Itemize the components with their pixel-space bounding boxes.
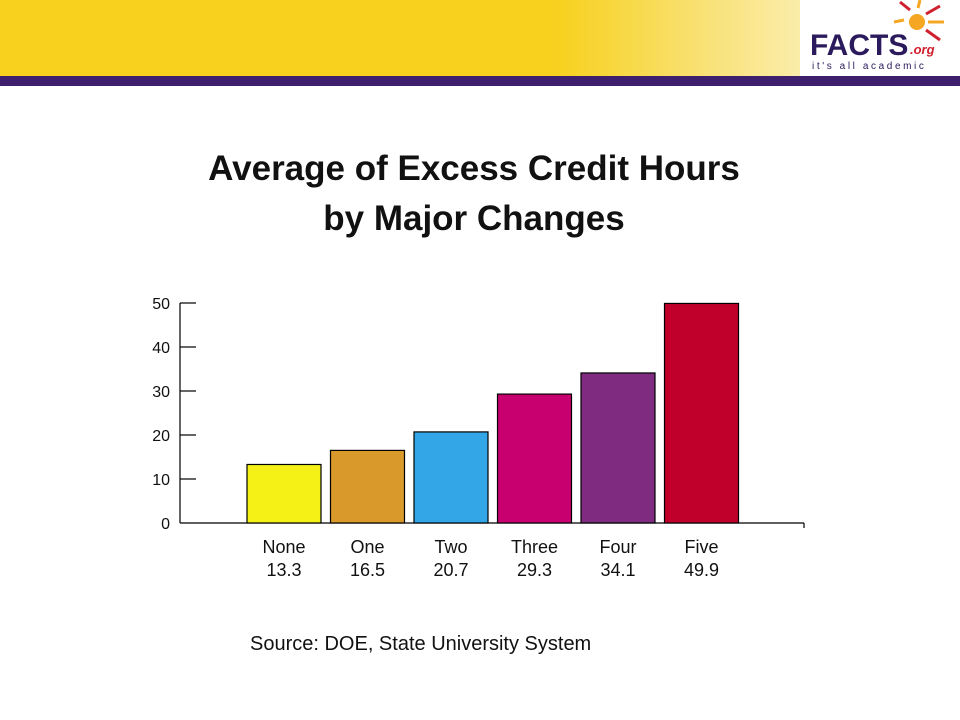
source-note: Source: DOE, State University System [250, 633, 592, 655]
slide-title-line-1: Average of Excess Credit Hours [208, 149, 740, 188]
value-label: 49.9 [684, 560, 719, 580]
value-label: 13.3 [266, 560, 301, 580]
value-label: 16.5 [350, 560, 385, 580]
value-label: 29.3 [517, 560, 552, 580]
bar-two [413, 431, 489, 524]
facts-logo[interactable]: FACTS .org it's all academic [800, 0, 960, 76]
y-tick-label: 0 [161, 516, 170, 533]
category-label: Three [511, 537, 558, 557]
logo-tagline: it's all academic [812, 61, 926, 72]
y-tick-label: 40 [152, 340, 170, 357]
sun-icon [893, 0, 944, 42]
category-label: None [262, 537, 305, 557]
header-divider [0, 76, 960, 86]
bar-none [246, 463, 322, 524]
bar-three [496, 393, 573, 524]
category-label: Five [684, 537, 718, 557]
facts-logo-graphic: FACTS .org it's all academic [810, 0, 944, 72]
category-label: Four [599, 537, 636, 557]
bar-five [663, 302, 740, 524]
y-tick-label: 30 [152, 384, 170, 401]
logo-wordmark: FACTS [810, 29, 908, 62]
y-tick-label: 20 [152, 428, 170, 445]
slide-title: Average of Excess Credit Hours by Major … [0, 144, 948, 244]
value-label: 20.7 [433, 560, 468, 580]
value-label: 34.1 [600, 560, 635, 580]
bar-four [580, 372, 656, 524]
category-label: Two [434, 537, 467, 557]
logo-suffix: .org [910, 42, 935, 57]
y-tick-label: 10 [152, 472, 170, 489]
y-tick-label: 50 [152, 296, 170, 313]
category-label: One [350, 537, 384, 557]
bar-one [329, 449, 406, 524]
slide-title-line-2: by Major Changes [323, 199, 625, 238]
